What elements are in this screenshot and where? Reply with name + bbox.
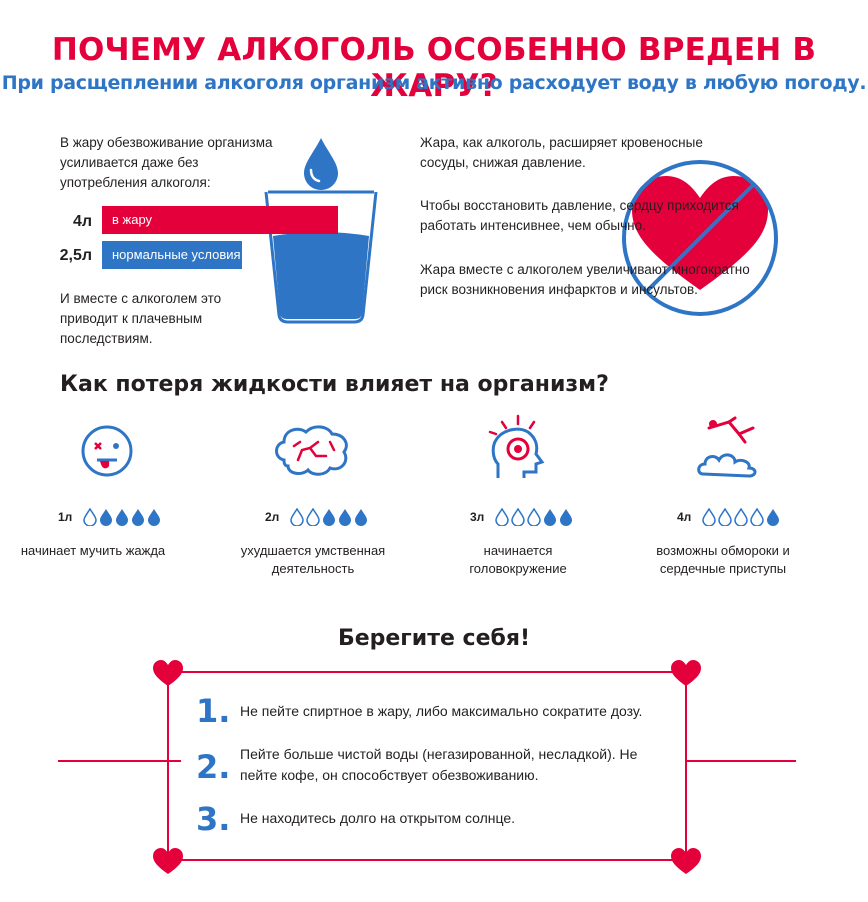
drops-icon — [702, 507, 779, 527]
page-subtitle: При расщеплении алкоголя организм активн… — [1, 72, 867, 94]
head-target-icon — [488, 414, 545, 478]
stage-amount: 2л — [265, 510, 280, 524]
stage-3-amount-row: 3л — [470, 508, 484, 526]
left-intro-text: В жару обезвоживание организма усиливает… — [60, 135, 273, 190]
right-paragraph-1: Жара, как алкоголь, расширяет кровеносны… — [420, 135, 703, 170]
tip-3-text: Не находитесь долго на открытом солнце. — [240, 810, 516, 826]
tips-frame — [58, 660, 796, 874]
tip-1-text: Не пейте спиртное в жару, либо максималь… — [240, 703, 643, 719]
drops-icon — [83, 507, 160, 527]
stage-3-drops — [494, 507, 572, 531]
stage-1-amount-row: 1л — [58, 508, 72, 526]
brain-icon — [275, 425, 348, 476]
bar-amount-normal: 2,5л — [59, 247, 92, 264]
section-heading-take-care: Берегите себя! — [337, 626, 531, 651]
drops-icon — [290, 507, 367, 527]
crossed-heart-icon — [622, 160, 778, 316]
stage-1-drops — [82, 507, 160, 531]
section-heading-fluid-loss: Как потеря жидкости влияет на организм? — [60, 372, 609, 397]
tip-2-text: Пейте больше чистой воды (негазированной… — [240, 746, 638, 783]
heart-icon — [153, 848, 183, 874]
fainting-person-icon — [697, 416, 757, 478]
stage-1-caption: начинает мучить жажда — [20, 543, 166, 558]
page-title: ПОЧЕМУ АЛКОГОЛЬ ОСОБЕННО ВРЕДЕН В ЖАРУ? — [51, 32, 817, 104]
dizzy-face-icon — [81, 425, 133, 477]
stage-2-caption: ухудшается умственная деятельность — [240, 543, 386, 576]
heart-icon — [671, 848, 701, 874]
stage-amount: 1л — [58, 510, 73, 524]
bar-amount-hot: 4л — [72, 213, 92, 230]
stage-amount: 3л — [470, 510, 485, 524]
right-paragraph-3: Жара вместе с алкоголем увеличивают мног… — [420, 262, 750, 297]
bar-normal: нормальные условия — [102, 241, 242, 269]
stage-4-amount-row: 4л — [677, 508, 691, 526]
left-outro-text: И вместе с алкоголем это приводит к плач… — [60, 291, 222, 346]
heart-icon — [153, 660, 183, 686]
stage-amount: 4л — [677, 510, 692, 524]
right-paragraph-2: Чтобы восстановить давление, сердцу прих… — [420, 198, 739, 233]
stage-4-drops — [701, 507, 779, 531]
stage-2-drops — [289, 507, 367, 531]
tip-2-number: 2. — [196, 748, 231, 786]
stage-3-caption: начинается головокружение — [469, 543, 567, 576]
tip-1-number: 1. — [196, 692, 231, 730]
tip-3-number: 3. — [196, 800, 231, 838]
stage-2-amount-row: 2л — [265, 508, 279, 526]
water-glass-icon — [264, 138, 378, 324]
heart-icon — [671, 660, 701, 686]
stage-4-caption: возможны обмороки и сердечные приступы — [656, 543, 790, 576]
bar-hot: в жару — [102, 206, 338, 234]
drops-icon — [495, 507, 572, 527]
